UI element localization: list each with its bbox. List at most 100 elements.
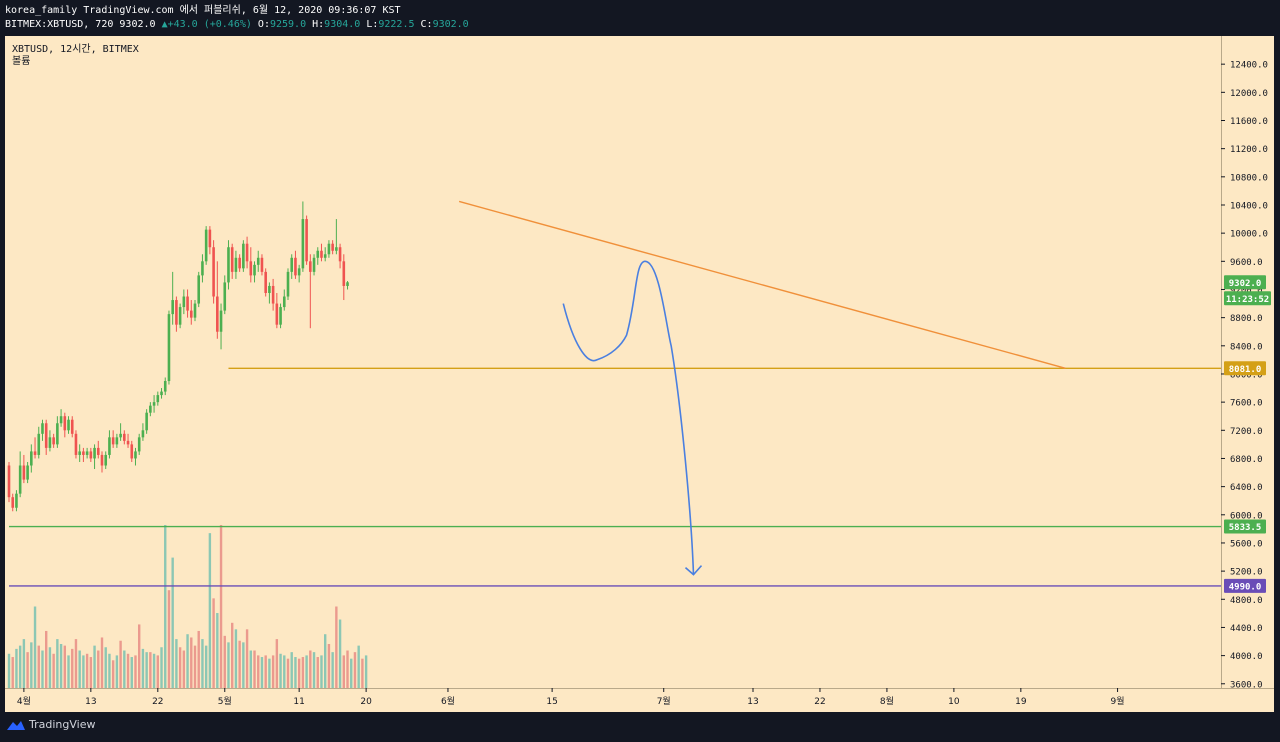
candle-body xyxy=(15,493,18,508)
volume-bar xyxy=(238,640,241,688)
candle-body xyxy=(100,454,104,466)
candle-body xyxy=(104,454,108,466)
candle-body xyxy=(171,300,174,315)
candle-body xyxy=(182,296,186,308)
volume-bar xyxy=(227,642,230,688)
volume-bar xyxy=(231,622,234,688)
volume-bar xyxy=(338,619,342,688)
candle-body xyxy=(160,391,163,396)
candle-body xyxy=(186,296,189,311)
y-tick-label: 11600.0 xyxy=(1230,117,1268,127)
candle-body xyxy=(245,243,249,262)
volume-bar xyxy=(67,655,70,688)
candle-body xyxy=(260,257,264,272)
last-price-label: 9302.0 xyxy=(1229,279,1262,289)
candle-body xyxy=(223,282,227,311)
volume-bar xyxy=(316,657,319,688)
volume-bar xyxy=(350,658,353,688)
x-tick-label: 22 xyxy=(814,697,825,707)
volume-bar xyxy=(201,639,204,688)
volume-bar xyxy=(164,525,167,688)
y-tick-label: 12400.0 xyxy=(1230,61,1268,71)
volume-bar xyxy=(160,647,163,688)
y-tick-label: 10800.0 xyxy=(1230,173,1268,183)
candle-body xyxy=(305,219,308,262)
candle-body xyxy=(11,497,15,508)
y-tick-label: 11200.0 xyxy=(1230,145,1268,155)
candle-body xyxy=(93,447,96,459)
x-tick-label: 7월 xyxy=(657,695,671,707)
candle-body xyxy=(26,465,29,480)
volume-bar xyxy=(56,639,59,688)
candle-body xyxy=(7,465,11,498)
x-tick-label: 19 xyxy=(1015,697,1027,707)
support-price-label-bg xyxy=(1224,361,1266,376)
volume-bar xyxy=(138,624,141,688)
volume-bar xyxy=(171,557,174,688)
candle-body xyxy=(271,285,275,304)
volume-bar xyxy=(123,650,126,688)
volume-bar xyxy=(149,652,152,688)
x-tick-label: 13 xyxy=(747,697,758,707)
candle-body xyxy=(316,250,320,258)
volume-bar xyxy=(97,650,100,688)
candle-body xyxy=(312,257,316,272)
volume-bar xyxy=(279,653,282,688)
volume-bar xyxy=(119,640,122,688)
candle-body xyxy=(126,440,130,445)
volume-bar xyxy=(219,525,223,688)
x-tick-label: 13 xyxy=(85,697,96,707)
last-price-label-bg xyxy=(1224,275,1266,290)
volume-bar xyxy=(15,648,18,688)
candle-body xyxy=(18,465,22,494)
high-label: H: xyxy=(312,19,325,30)
y-tick-label: 7600.0 xyxy=(1230,399,1263,409)
candle-body xyxy=(52,437,55,445)
symbol-label: BITMEX:XBTUSD, 720 xyxy=(5,19,114,30)
volume-bar xyxy=(82,655,85,688)
x-tick-label: 4월 xyxy=(17,695,31,707)
volume-bar xyxy=(37,645,40,688)
candle-body xyxy=(227,247,230,283)
x-tick-label: 22 xyxy=(152,697,163,707)
x-tick-label: 20 xyxy=(360,697,372,707)
volume-bar xyxy=(346,650,349,688)
y-tick-label: 8400.0 xyxy=(1230,342,1263,352)
volume-bar xyxy=(18,645,22,688)
volume-bar xyxy=(48,647,52,688)
volume-bar xyxy=(234,629,238,688)
candle-body xyxy=(219,310,223,332)
volume-bar xyxy=(268,658,271,688)
volume-bar xyxy=(104,647,107,688)
volume-bar xyxy=(223,635,226,688)
volume-bar xyxy=(175,639,178,688)
volume-bar xyxy=(52,653,55,688)
candle-body xyxy=(130,444,134,459)
volume-bar xyxy=(115,655,119,688)
candle-body xyxy=(30,451,33,466)
candle-body xyxy=(56,423,59,445)
volume-bar xyxy=(361,658,364,688)
candle-body xyxy=(238,257,241,269)
volume-bar xyxy=(208,533,212,688)
volume-bar xyxy=(89,657,93,688)
volume-bar xyxy=(294,657,297,688)
candle-body xyxy=(137,437,141,452)
y-tick-label: 8000.0 xyxy=(1230,370,1263,380)
candle-body xyxy=(123,433,126,441)
candle-body xyxy=(342,261,346,286)
y-tick-label: 9600.0 xyxy=(1230,258,1263,268)
countdown-label: 11:23:52 xyxy=(1226,295,1269,305)
purple-level-price-label-bg xyxy=(1224,578,1266,593)
candle-body xyxy=(335,247,338,251)
volume-bar xyxy=(257,655,260,688)
x-tick-label: 10 xyxy=(948,697,960,707)
volume-bar xyxy=(283,655,286,688)
candle-body xyxy=(309,261,312,272)
volume-bar xyxy=(320,655,323,688)
candle-body xyxy=(89,451,93,459)
volume-bar xyxy=(190,637,193,688)
volume-bar xyxy=(335,606,338,688)
volume-bar xyxy=(327,643,331,688)
